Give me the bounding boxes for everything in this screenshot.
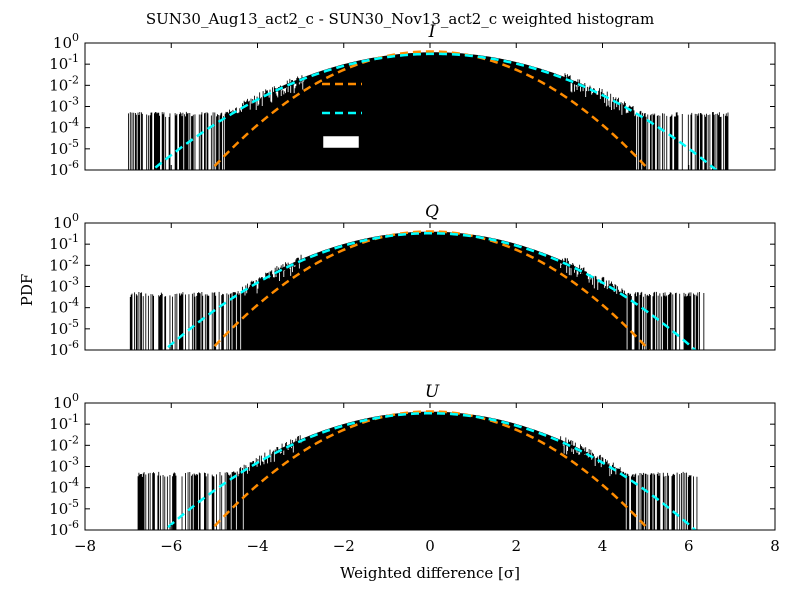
y-tick-label: 100 bbox=[53, 391, 79, 412]
legend-label: White noise bbox=[377, 74, 491, 96]
y-tick-label: 100 bbox=[53, 211, 79, 232]
figure-suptitle: SUN30_Aug13_act2_c - SUN30_Nov13_act2_c … bbox=[146, 10, 654, 28]
x-axis-label: Weighted difference [σ] bbox=[340, 564, 520, 582]
x-tick-label: 8 bbox=[770, 537, 780, 555]
legend-item: Fitted Gaussian bbox=[322, 103, 529, 125]
fitted-gaussian-curve bbox=[150, 52, 719, 170]
plot-area bbox=[128, 50, 729, 170]
y-tick-label: 10-6 bbox=[49, 338, 79, 359]
panel-title-i: I bbox=[428, 22, 436, 42]
x-tick-label: 2 bbox=[511, 537, 521, 555]
y-tick-label: 10-6 bbox=[49, 158, 79, 179]
legend-label: Data bbox=[377, 132, 423, 154]
x-tick-label: −4 bbox=[246, 537, 268, 555]
x-tick-label: 4 bbox=[598, 537, 608, 555]
panel-title-u: U bbox=[425, 382, 440, 402]
x-tick-label: 6 bbox=[684, 537, 694, 555]
y-tick-label: 100 bbox=[53, 31, 79, 52]
x-tick-label: −6 bbox=[160, 537, 182, 555]
x-tick-label: −2 bbox=[333, 537, 355, 555]
y-tick-label: 10-4 bbox=[49, 116, 79, 137]
y-tick-label: 10-3 bbox=[49, 275, 79, 296]
white-noise-curve bbox=[209, 230, 651, 350]
y-tick-label: 10-5 bbox=[49, 137, 79, 158]
panels: 10010-110-210-310-410-510-6I10010-110-21… bbox=[49, 22, 780, 555]
x-tick-label: −8 bbox=[74, 537, 96, 555]
legend-swatch bbox=[320, 133, 362, 151]
y-axis-label: PDF bbox=[18, 274, 36, 307]
legend-item: White noise bbox=[322, 74, 491, 96]
fitted-gaussian-curve bbox=[162, 232, 698, 350]
x-tick-label: 0 bbox=[425, 537, 435, 555]
legend: White noise Fitted Gaussian Data bbox=[320, 74, 529, 154]
plot-area bbox=[137, 410, 698, 530]
y-tick-label: 10-1 bbox=[49, 52, 79, 73]
y-tick-label: 10-6 bbox=[49, 518, 79, 539]
fitted-gaussian-curve bbox=[162, 412, 698, 530]
y-tick-label: 10-5 bbox=[49, 497, 79, 518]
y-tick-label: 10-1 bbox=[49, 412, 79, 433]
y-tick-label: 10-3 bbox=[49, 455, 79, 476]
legend-label: Fitted Gaussian bbox=[377, 103, 529, 125]
plot-area bbox=[129, 230, 705, 350]
y-tick-label: 10-1 bbox=[49, 232, 79, 253]
legend-item: Data bbox=[320, 132, 423, 154]
y-tick-label: 10-4 bbox=[49, 296, 79, 317]
y-tick-label: 10-2 bbox=[49, 253, 79, 274]
y-tick-label: 10-5 bbox=[49, 317, 79, 338]
y-tick-label: 10-2 bbox=[49, 73, 79, 94]
y-tick-label: 10-3 bbox=[49, 95, 79, 116]
data-histogram-fill bbox=[129, 232, 705, 350]
y-tick-label: 10-2 bbox=[49, 433, 79, 454]
panel-title-q: Q bbox=[425, 202, 439, 222]
white-noise-curve bbox=[209, 410, 651, 530]
y-tick-label: 10-4 bbox=[49, 476, 79, 497]
white-noise-curve bbox=[209, 50, 651, 170]
